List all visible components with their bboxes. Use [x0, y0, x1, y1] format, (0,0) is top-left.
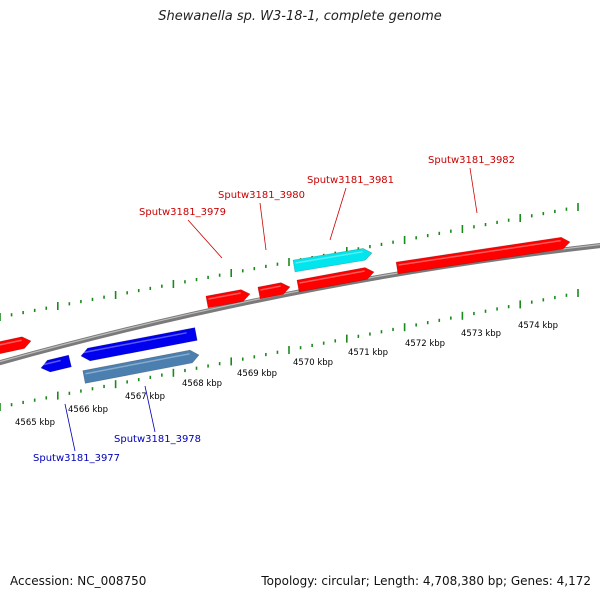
scale-label: 4573 kbp [461, 329, 501, 339]
gene-arrow-forward[interactable] [257, 282, 291, 300]
scale-label: 4568 kbp [182, 379, 222, 389]
gene-label-forward[interactable]: Sputw3181_3979 [139, 207, 226, 218]
scale-label: 4574 kbp [518, 321, 558, 331]
gene-arrow-forward-shine [208, 292, 241, 300]
gene-arrow-reverse[interactable] [80, 327, 198, 362]
gene-highlight-reverse[interactable] [82, 349, 200, 384]
genome-summary-text: Topology: circular; Length: 4,708,380 bp… [261, 574, 591, 588]
gene-label-reverse[interactable]: Sputw3181_3977 [33, 453, 120, 464]
scale-label: 4570 kbp [293, 358, 333, 368]
gene-arrow-forward-shine [398, 239, 561, 266]
gene-highlight-reverse-shine [85, 353, 190, 375]
gene-label-forward[interactable]: Sputw3181_3980 [218, 190, 305, 201]
gene-leader-line [469, 167, 478, 214]
gene-arrow-forward-shine [299, 270, 365, 284]
gene-highlight-forward-shine [295, 251, 363, 264]
gene-arrow-reverse[interactable] [40, 354, 72, 373]
gene-leader-line [144, 385, 156, 433]
gene-arrow-forward[interactable] [205, 289, 251, 309]
scale-label: 4569 kbp [237, 369, 277, 379]
gene-arrow-forward[interactable] [395, 236, 571, 275]
gene-arrow-forward[interactable] [0, 336, 32, 355]
gene-arrow-forward-shine [260, 285, 281, 291]
accession-text: Accession: NC_008750 [10, 574, 147, 588]
scale-label: 4567 kbp [125, 392, 165, 402]
gene-arrow-reverse-shine [82, 332, 187, 354]
gene-label-forward[interactable]: Sputw3181_3982 [428, 155, 515, 166]
gene-arrow-forward[interactable] [296, 267, 375, 293]
gene-leader-line [259, 202, 267, 251]
gene-arrow-reverse-shine [42, 359, 61, 366]
gene-leader-line [64, 403, 76, 452]
gene-leader-line [187, 219, 223, 259]
scale-label: 4571 kbp [348, 348, 388, 358]
gene-label-reverse[interactable]: Sputw3181_3978 [114, 434, 201, 445]
map-title: Shewanella sp. W3-18-1, complete genome [158, 9, 442, 24]
scale-label: 4566 kbp [68, 405, 108, 415]
gene-highlight-forward[interactable] [292, 248, 373, 273]
gene-arrow-forward-shine [0, 339, 22, 346]
gene-label-forward[interactable]: Sputw3181_3981 [307, 175, 394, 186]
scale-label: 4565 kbp [15, 418, 55, 428]
gene-leader-line [329, 187, 347, 241]
scale-label: 4572 kbp [405, 339, 445, 349]
